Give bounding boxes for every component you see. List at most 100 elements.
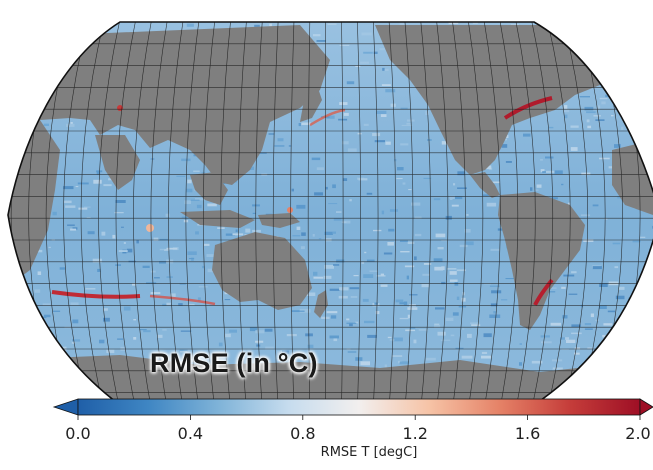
ocean-speckle bbox=[332, 184, 336, 188]
ocean-speckle bbox=[78, 183, 89, 185]
ocean-speckle bbox=[601, 21, 604, 23]
ocean-speckle bbox=[65, 205, 75, 208]
ocean-speckle bbox=[93, 180, 101, 184]
ocean-speckle bbox=[360, 361, 370, 365]
ocean-speckle bbox=[581, 214, 590, 216]
ocean-speckle bbox=[601, 20, 610, 23]
ocean-speckle bbox=[342, 222, 347, 223]
ocean-speckle bbox=[61, 65, 63, 68]
ocean-speckle bbox=[255, 330, 264, 333]
ocean-speckle bbox=[66, 124, 74, 127]
ocean-speckle bbox=[603, 30, 613, 33]
ocean-speckle bbox=[388, 229, 394, 232]
ocean-speckle bbox=[434, 198, 441, 200]
ocean-speckle bbox=[593, 266, 602, 269]
ocean-speckle bbox=[414, 256, 417, 260]
ocean-speckle bbox=[435, 307, 445, 309]
ocean-speckle bbox=[3, 308, 11, 312]
ocean-speckle bbox=[25, 110, 32, 113]
ocean-speckle bbox=[355, 66, 360, 67]
ocean-speckle bbox=[392, 355, 403, 357]
ocean-speckle bbox=[124, 307, 131, 311]
ocean-speckle bbox=[387, 242, 394, 246]
ocean-speckle bbox=[292, 189, 294, 192]
ocean-speckle bbox=[154, 277, 160, 278]
ocean-speckle bbox=[599, 158, 610, 160]
ocean-speckle bbox=[586, 111, 596, 113]
ocean-speckle bbox=[207, 204, 217, 207]
ocean-speckle bbox=[63, 35, 66, 38]
ocean-speckle bbox=[594, 115, 601, 116]
ocean-speckle bbox=[602, 365, 612, 369]
ocean-speckle bbox=[331, 315, 336, 318]
ocean-speckle bbox=[634, 55, 636, 57]
ocean-speckle bbox=[1, 261, 5, 264]
ocean-speckle bbox=[292, 235, 300, 236]
ocean-speckle bbox=[72, 56, 75, 58]
ocean-speckle bbox=[415, 217, 422, 219]
ocean-speckle bbox=[506, 161, 512, 163]
ocean-speckle bbox=[621, 127, 623, 130]
ocean-speckle bbox=[450, 271, 457, 275]
ocean-speckle bbox=[406, 123, 410, 125]
ocean-speckle bbox=[191, 200, 200, 201]
ocean-speckle bbox=[116, 200, 126, 203]
ocean-speckle bbox=[363, 299, 369, 302]
colorbar-tick-label: 1.2 bbox=[402, 424, 427, 443]
ocean-speckle bbox=[19, 348, 22, 350]
ocean-speckle bbox=[451, 335, 455, 337]
ocean-speckle bbox=[385, 365, 387, 368]
ocean-speckle bbox=[17, 317, 24, 320]
ocean-speckle bbox=[482, 352, 487, 354]
ocean-speckle bbox=[8, 263, 15, 266]
ocean-speckle bbox=[640, 237, 645, 238]
ocean-speckle bbox=[629, 30, 637, 32]
ocean-speckle bbox=[376, 111, 386, 114]
ocean-speckle bbox=[0, 257, 8, 261]
ocean-speckle bbox=[351, 296, 358, 298]
ocean-speckle bbox=[1, 133, 7, 134]
ocean-speckle bbox=[76, 186, 79, 187]
ocean-speckle bbox=[115, 264, 121, 266]
ocean-speckle bbox=[520, 343, 522, 345]
ocean-speckle bbox=[53, 212, 57, 216]
ocean-speckle bbox=[162, 329, 166, 331]
ocean-speckle bbox=[340, 45, 350, 46]
ocean-speckle bbox=[409, 294, 417, 295]
ocean-speckle bbox=[245, 229, 250, 233]
ocean-speckle bbox=[611, 115, 614, 116]
ocean-speckle bbox=[491, 249, 500, 251]
ocean-speckle bbox=[181, 331, 192, 332]
ocean-speckle bbox=[599, 22, 609, 24]
ocean-speckle bbox=[42, 377, 51, 381]
ocean-speckle bbox=[405, 266, 414, 268]
ocean-speckle bbox=[585, 328, 593, 330]
colorbar-bar bbox=[78, 399, 640, 415]
ocean-speckle bbox=[19, 77, 27, 79]
ocean-speckle bbox=[587, 119, 590, 122]
ocean-speckle bbox=[24, 73, 27, 74]
ocean-speckle bbox=[604, 218, 607, 220]
ocean-speckle bbox=[452, 205, 459, 207]
ocean-speckle bbox=[596, 72, 601, 73]
ocean-speckle bbox=[414, 340, 417, 344]
ocean-speckle bbox=[644, 383, 651, 385]
ocean-speckle bbox=[333, 264, 339, 266]
ocean-speckle bbox=[614, 330, 622, 333]
ocean-speckle bbox=[363, 52, 373, 54]
ocean-speckle bbox=[44, 315, 51, 318]
ocean-speckle bbox=[460, 245, 468, 247]
ocean-speckle bbox=[541, 341, 552, 343]
ocean-speckle bbox=[551, 323, 561, 326]
ocean-speckle bbox=[400, 318, 409, 319]
ocean-speckle bbox=[382, 84, 391, 86]
ocean-speckle bbox=[519, 362, 522, 366]
ocean-speckle bbox=[381, 114, 387, 117]
ocean-speckle bbox=[595, 119, 604, 121]
ocean-speckle bbox=[166, 214, 170, 217]
ocean-speckle bbox=[28, 359, 34, 363]
ocean-speckle bbox=[580, 96, 590, 97]
ocean-speckle bbox=[139, 329, 146, 330]
ocean-speckle bbox=[301, 123, 311, 126]
